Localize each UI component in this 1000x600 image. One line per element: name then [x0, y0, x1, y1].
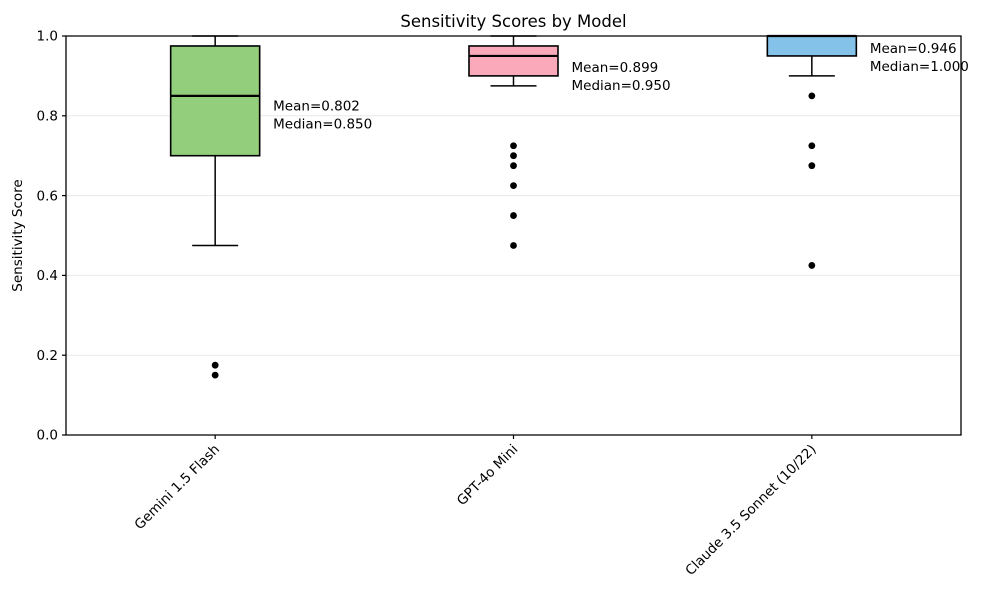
outlier-point: [808, 142, 816, 150]
outlier-point: [510, 182, 517, 190]
stat-annotation: Mean=0.802 Median=0.850: [273, 99, 372, 133]
y-tick-label: 0.2: [37, 348, 58, 364]
boxplot-1: [169, 35, 261, 379]
stat-annotation: Mean=0.946 Median=1.000: [870, 41, 969, 75]
mean-label: Mean=0.946: [870, 41, 957, 57]
outlier-point: [510, 162, 517, 170]
outlier-point: [808, 262, 816, 269]
x-tick-label: GPT-4o Mini: [454, 442, 521, 509]
outlier-point: [510, 152, 517, 160]
box: [169, 45, 261, 157]
y-tick-label: 1.0: [37, 29, 58, 45]
boxplot-2: [468, 35, 559, 249]
y-tick-label: 0.4: [37, 268, 58, 284]
x-tick-label: Gemini 1.5 Flash: [131, 442, 223, 534]
mean-label: Mean=0.899: [572, 60, 659, 76]
y-tick-label: 0.8: [37, 109, 58, 125]
boxplot-3: [766, 34, 858, 269]
outlier-point: [808, 92, 816, 100]
boxplots: [169, 34, 858, 379]
box: [766, 35, 858, 57]
chart-title: Sensitivity Scores by Model: [400, 12, 626, 31]
tick-labels: 0.0 0.2 0.4 0.6 0.8 1.0 Gemini 1.5 Flash GPT-4o…: [37, 29, 820, 579]
y-tick-label: 0.0: [37, 428, 58, 444]
box: [468, 45, 559, 77]
x-tick-label: Claude 3.5 Sonnet (10/22): [682, 442, 819, 579]
outlier-point: [211, 361, 219, 369]
median-label: Median=1.000: [870, 59, 969, 75]
outlier-point: [510, 212, 517, 219]
y-tick-label: 0.6: [37, 188, 58, 204]
outlier-point: [808, 162, 816, 170]
outlier-point: [211, 371, 219, 379]
mean-label: Mean=0.802: [273, 99, 360, 115]
median-label: Median=0.950: [572, 78, 671, 94]
outlier-point: [510, 242, 517, 249]
median-label: Median=0.850: [273, 117, 372, 133]
y-axis-label: Sensitivity Score: [10, 179, 26, 291]
stat-annotations: Mean=0.802 Median=0.850 Mean=0.899 Median=0…: [273, 41, 969, 132]
outlier-point: [510, 142, 517, 150]
stat-annotation: Mean=0.899 Median=0.950: [572, 60, 671, 94]
